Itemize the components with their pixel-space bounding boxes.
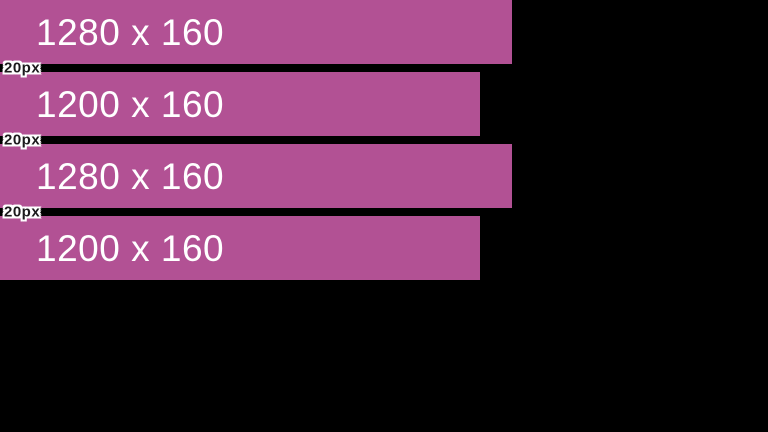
gap-row-2: 20px <box>0 133 768 148</box>
size-bar-3: 1280 x 160 <box>0 144 512 208</box>
bar-dimension-label: 1280 x 160 <box>36 11 225 53</box>
bar-dimension-label: 1280 x 160 <box>36 155 225 197</box>
gap-row-3: 20px <box>0 205 768 220</box>
size-bar-1: 1280 x 160 <box>0 0 512 64</box>
gap-row-1: 20px <box>0 61 768 76</box>
gap-size-label: 20px <box>4 203 41 221</box>
gap-size-label: 20px <box>4 59 41 77</box>
bar-dimension-label: 1200 x 160 <box>36 83 225 125</box>
size-bar-4: 1200 x 160 <box>0 216 480 280</box>
bar-dimension-label: 1200 x 160 <box>36 227 225 269</box>
gap-size-label: 20px <box>4 131 41 149</box>
size-bar-2: 1200 x 160 <box>0 72 480 136</box>
